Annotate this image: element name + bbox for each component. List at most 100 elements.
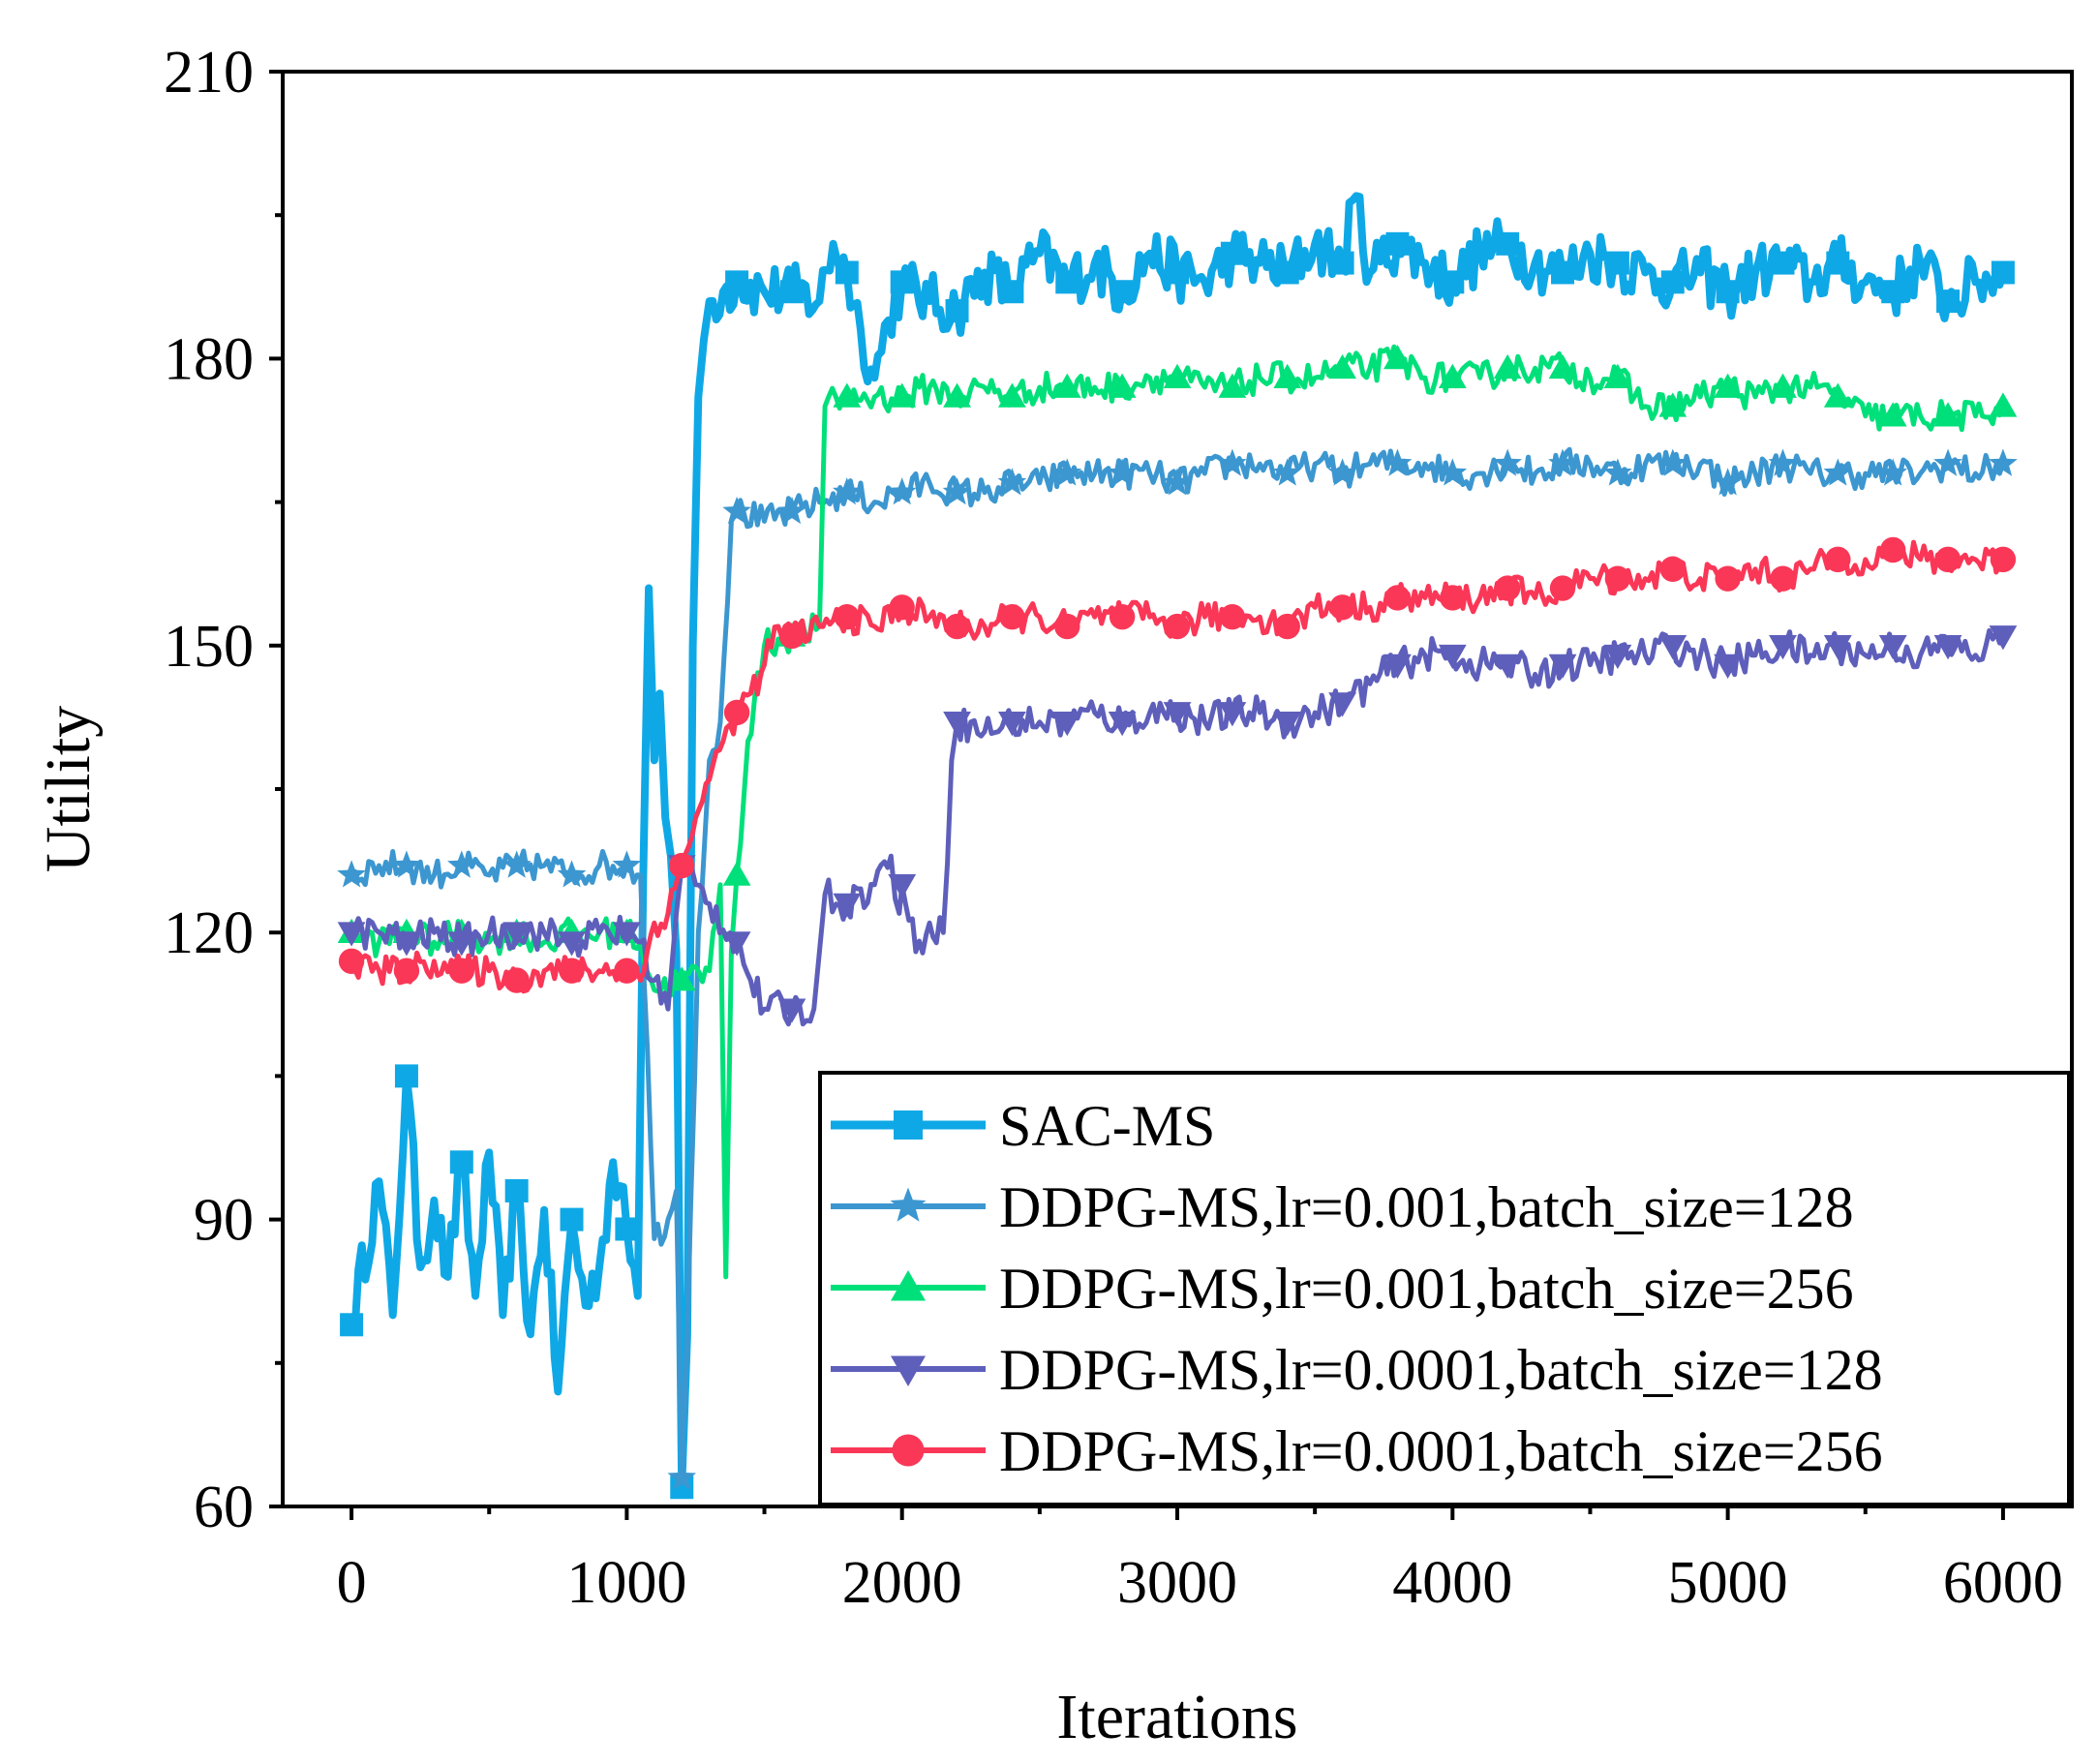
series-3-marker <box>833 382 862 408</box>
legend-entry-2: DDPG-MS,lr=0.001,batch_size=128 <box>831 1175 1854 1239</box>
series-5 <box>338 536 2017 994</box>
legend-entry-1: SAC-MS <box>831 1094 1215 1158</box>
series-2-marker <box>997 468 1027 496</box>
series-2-marker <box>1768 448 1798 476</box>
series-2-marker <box>447 850 476 878</box>
series-5-marker <box>393 958 420 984</box>
series-3-marker <box>1658 392 1688 417</box>
series-2-marker <box>1108 458 1137 486</box>
series-5-marker <box>1770 565 1796 592</box>
series-1-marker <box>340 1313 364 1337</box>
series-2-marker <box>1218 448 1247 476</box>
y-tick-label: 90 <box>194 1188 254 1254</box>
series-4-marker <box>1603 644 1632 670</box>
series-1-marker <box>504 1178 529 1202</box>
series-4-marker <box>1878 635 1907 660</box>
series-4-marker <box>502 922 532 947</box>
legend-box <box>818 1071 2071 1506</box>
series-3-marker <box>1933 402 1962 427</box>
y-axis-ticks <box>269 70 283 1508</box>
series-5-marker <box>1054 613 1080 640</box>
series-4-marker <box>888 874 917 899</box>
series-2-marker <box>1052 458 1082 486</box>
series-3-marker <box>1714 373 1743 398</box>
series-1-marker <box>1220 241 1244 265</box>
series-2-marker <box>1438 458 1468 486</box>
series-4-marker <box>1163 702 1192 727</box>
series-1-marker <box>1716 280 1740 304</box>
series-1-marker <box>1936 289 1961 314</box>
series-2-marker <box>777 496 806 525</box>
x-tick-label: 1000 <box>566 1550 686 1616</box>
series-5-marker <box>1384 585 1411 611</box>
series-1-marker <box>1826 251 1850 275</box>
series-5-marker <box>1440 585 1466 611</box>
series-5-marker <box>1825 546 1851 573</box>
legend-label: DDPG-MS,lr=0.0001,batch_size=128 <box>999 1338 1883 1402</box>
series-3-marker <box>667 966 696 991</box>
series-2 <box>337 446 2018 1490</box>
series-4-marker <box>777 998 806 1023</box>
series-1-marker <box>1055 270 1079 294</box>
legend-swatch-marker <box>894 1110 923 1140</box>
x-axis-tick-labels: 0 1000 2000 3000 4000 5000 6000 <box>337 1550 2063 1616</box>
series-4-marker <box>1438 644 1467 670</box>
legend-label: DDPG-MS,lr=0.001,batch_size=256 <box>999 1257 1854 1321</box>
series-1-marker <box>394 1064 418 1088</box>
series-4-marker <box>612 922 641 947</box>
series-2-marker <box>1933 448 1962 476</box>
series-1-marker <box>1991 260 2015 285</box>
series-1-marker <box>1110 280 1135 304</box>
series-5-marker <box>1604 565 1631 592</box>
series-3-marker <box>1052 373 1081 398</box>
series-5-marker <box>1274 613 1300 640</box>
series-5-marker <box>559 958 585 984</box>
x-tick-label: 6000 <box>1943 1550 2063 1616</box>
series-3-marker <box>722 861 751 886</box>
series-4-marker <box>1328 692 1356 717</box>
series-4-marker <box>1933 635 1962 660</box>
series-1-marker <box>560 1207 584 1232</box>
series-4 <box>337 625 2018 1027</box>
series-3-marker <box>888 382 917 408</box>
series-1-marker <box>1660 270 1685 294</box>
legend-label: DDPG-MS,lr=0.0001,batch_size=256 <box>999 1419 1883 1483</box>
series-1-marker <box>779 280 804 304</box>
series-2-marker <box>722 496 751 525</box>
series-3-marker <box>1878 402 1907 427</box>
series-1-marker <box>1330 251 1354 275</box>
series-line-1 <box>348 192 2007 1492</box>
series-1-marker <box>1166 260 1189 285</box>
legend-swatch-marker <box>890 1187 927 1222</box>
series-5-marker <box>1329 594 1355 621</box>
series-3-marker <box>998 382 1026 408</box>
series-1-marker <box>945 299 969 322</box>
series-4-marker <box>1714 654 1743 679</box>
series-3-marker <box>943 382 971 408</box>
series-5-marker <box>1715 565 1741 592</box>
series-4-marker <box>558 931 586 957</box>
legend-swatch-marker <box>891 1270 926 1301</box>
series-4-marker <box>943 712 971 737</box>
series-2-marker <box>1878 458 1907 486</box>
series-2-marker <box>1272 458 1302 486</box>
series-4-marker <box>998 712 1026 737</box>
series-1-marker <box>835 260 859 285</box>
series-4-marker <box>1052 712 1081 737</box>
series-2-marker <box>942 477 972 505</box>
y-axis-title: Utility <box>33 706 104 872</box>
series-5-marker <box>1549 575 1576 601</box>
series-1-marker <box>1385 231 1410 256</box>
series-1-marker <box>1275 260 1299 285</box>
series-4-marker <box>1548 654 1577 679</box>
series-2-marker <box>557 860 587 888</box>
series-3-marker <box>1603 363 1632 388</box>
series-5-marker <box>669 852 695 879</box>
series-3-marker <box>1273 363 1302 388</box>
legend-label: SAC-MS <box>999 1094 1215 1158</box>
series-2-marker <box>1548 448 1577 476</box>
series-1-marker <box>725 270 749 294</box>
series-2-marker <box>1713 468 1743 496</box>
legend-entry-3: DDPG-MS,lr=0.001,batch_size=256 <box>831 1257 1854 1321</box>
